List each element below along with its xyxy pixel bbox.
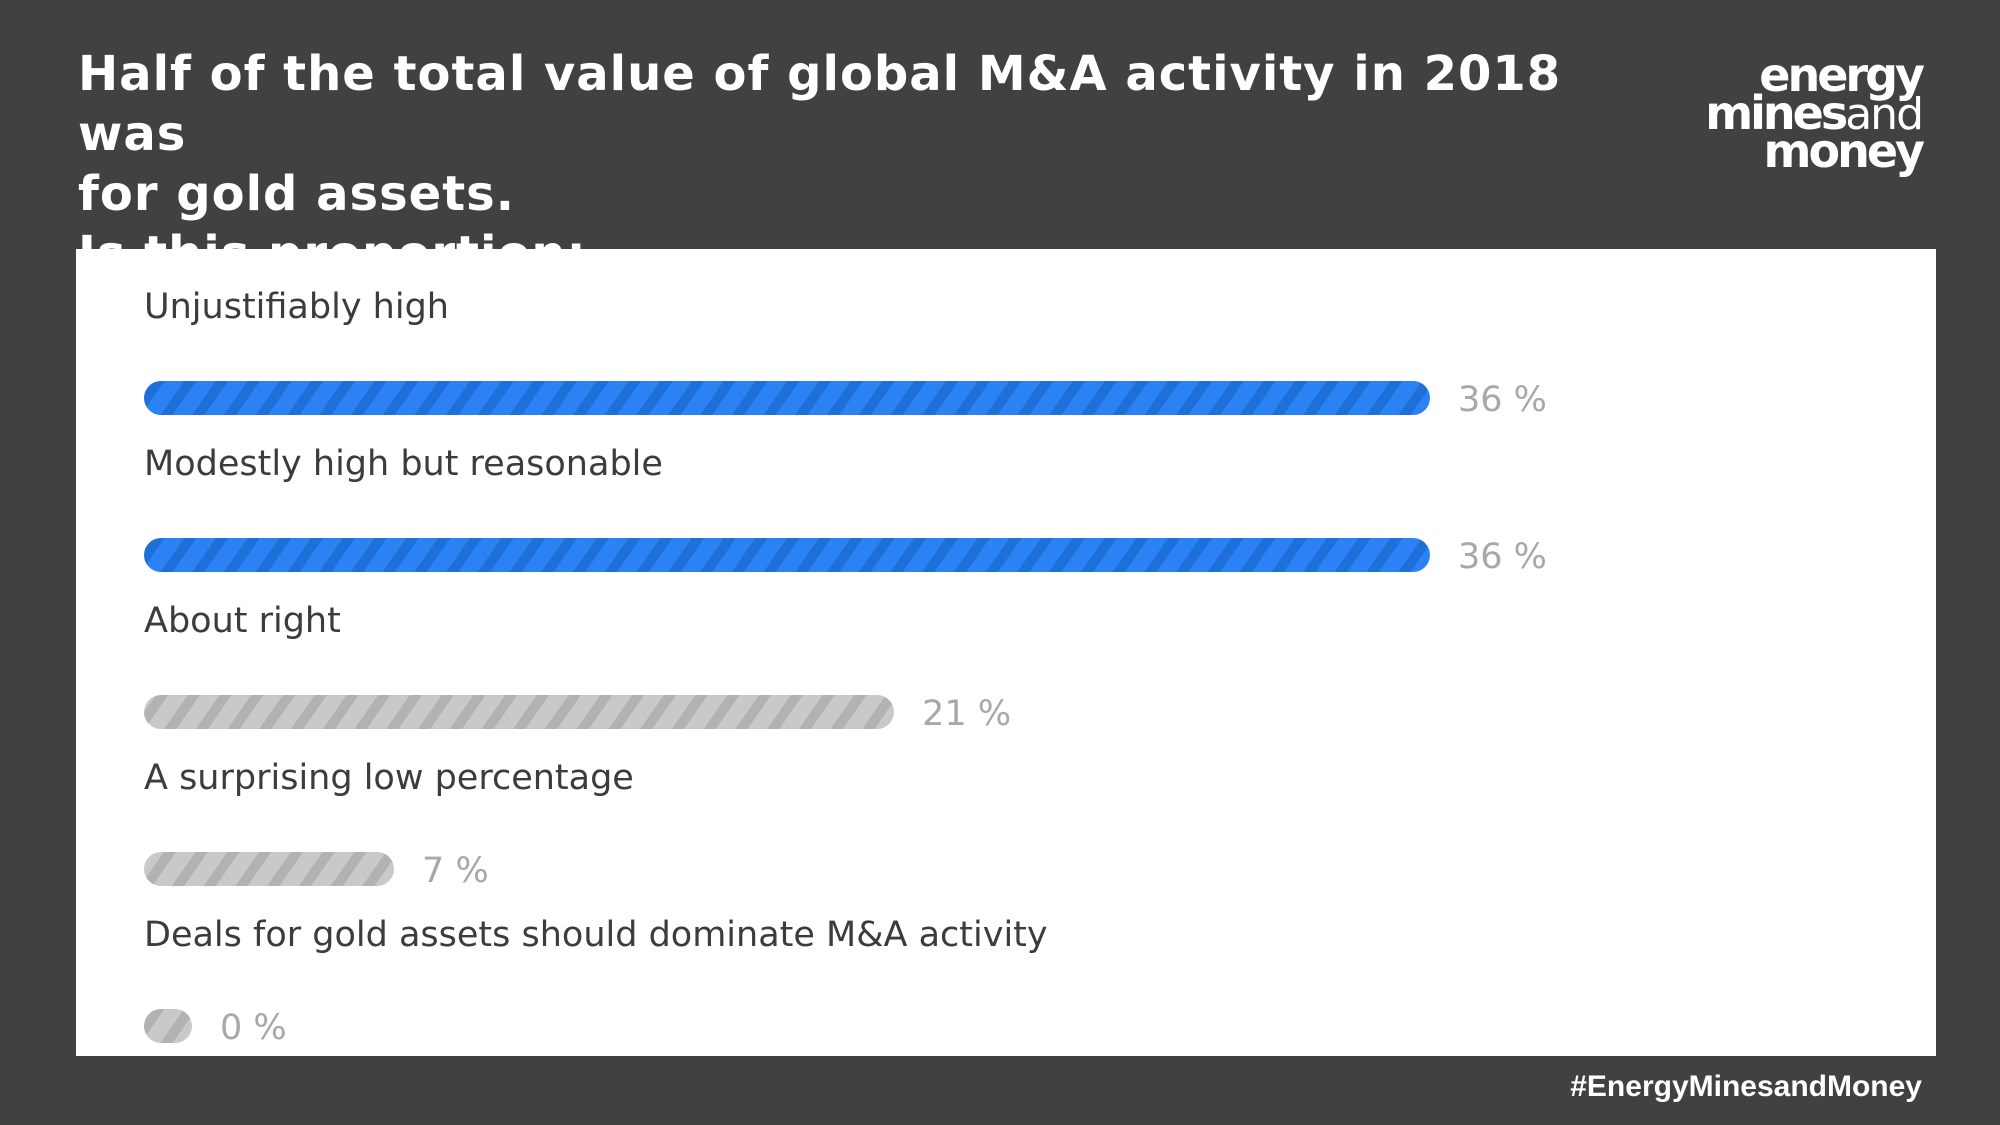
poll-option-row: Deals for gold assets should dominate M&… (144, 915, 1844, 1055)
poll-option-row: Unjustifiably high 36 % (144, 287, 1844, 427)
event-hashtag: #EnergyMinesandMoney (1570, 1070, 1922, 1103)
logo-word-mines: mines (1705, 86, 1848, 140)
poll-option-label: Modestly high but reasonable (144, 444, 663, 484)
poll-option-row: Modestly high but reasonable 36 % (144, 444, 1844, 584)
poll-question-title: Half of the total value of global M&A ac… (78, 44, 1678, 284)
poll-option-percentage: 21 % (922, 694, 1012, 734)
title-line-2: for gold assets. (78, 166, 515, 222)
poll-option-bar (144, 695, 895, 729)
poll-option-label: About right (144, 601, 341, 641)
poll-option-label: A surprising low percentage (144, 758, 634, 798)
logo-word-energy: energy (1759, 48, 1925, 102)
poll-option-bar (144, 1009, 192, 1043)
poll-option-bar (144, 538, 1430, 572)
poll-results-chart: Unjustifiably high 36 % Modestly high but … (76, 249, 1936, 1056)
poll-option-percentage: 0 % (220, 1008, 287, 1048)
poll-option-bar (144, 852, 395, 886)
poll-option-label: Deals for gold assets should dominate M&… (144, 915, 1048, 955)
poll-option-row: A surprising low percentage 7 % (144, 758, 1844, 898)
title-line-1: Half of the total value of global M&A ac… (78, 46, 1562, 162)
poll-option-percentage: 7 % (422, 851, 489, 891)
poll-option-percentage: 36 % (1458, 537, 1547, 577)
logo-word-mines-and: minesand (1705, 89, 1924, 140)
energy-mines-money-logo: energy minesand money (1682, 48, 1925, 182)
logo-word-money: money (1763, 124, 1925, 178)
poll-option-percentage: 36 % (1458, 380, 1547, 420)
poll-results-panel: Unjustifiably high 36 % Modestly high but … (76, 249, 1936, 1056)
logo-word-and: and (1845, 89, 1924, 140)
poll-option-bar (144, 381, 1430, 415)
poll-option-label: Unjustifiably high (144, 287, 449, 327)
poll-option-row: About right 21 % (144, 601, 1844, 741)
